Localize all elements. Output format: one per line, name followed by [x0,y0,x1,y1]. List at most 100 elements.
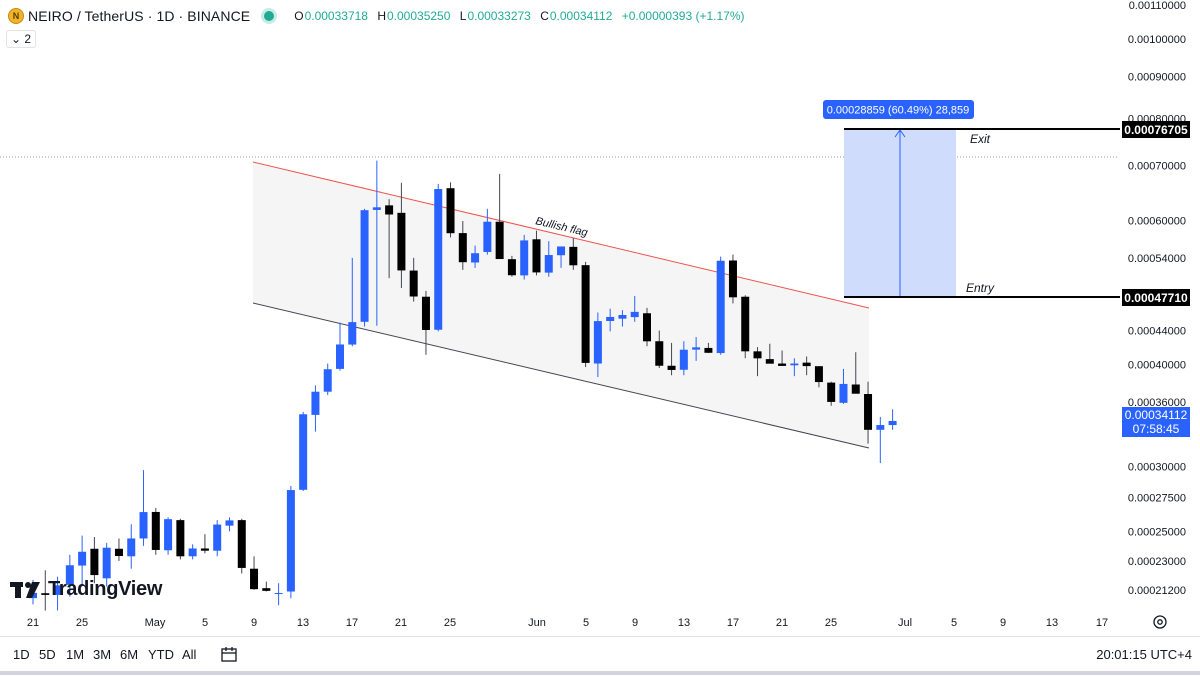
candle-down[interactable] [250,568,259,590]
candle-down[interactable] [90,548,99,576]
candle-down[interactable] [397,212,406,271]
symbol-title[interactable]: NEIRO / TetherUS · 1D · BINANCE [28,8,251,24]
candle-down[interactable] [655,341,664,366]
price-axis-label: 0.00030000 [1128,462,1186,474]
candle-up[interactable] [790,363,799,366]
candle-down[interactable] [643,313,651,342]
candle-down[interactable] [765,359,774,364]
range-1m-button[interactable]: 1M [66,647,85,662]
candle-down[interactable] [409,270,418,297]
candle-up[interactable] [348,322,357,345]
candle-up[interactable] [606,316,615,322]
candle-up[interactable] [139,512,148,539]
time-axis-label: Jul [898,617,912,629]
candle-down[interactable] [667,365,676,370]
price-chart[interactable]: Bullish flag Exit Entry 0.00028859 (60.4… [0,0,1200,636]
flag-upper-line[interactable] [252,161,870,309]
utc-clock[interactable]: 20:01:15 UTC+4 [1096,647,1192,662]
candle-down[interactable] [151,511,160,550]
indicators-toggle-button[interactable]: ⌄ 2 [6,30,37,48]
candle-up[interactable] [213,524,222,551]
range-6m-button[interactable]: 6M [120,647,139,662]
candle-up[interactable] [127,538,136,557]
entry-label[interactable]: Entry [966,281,995,295]
candle-up[interactable] [78,551,87,566]
candle-up[interactable] [323,369,332,392]
candle-up[interactable] [164,519,173,551]
candle-up[interactable] [299,414,308,490]
candle-up[interactable] [520,240,529,276]
candle-down[interactable] [728,260,737,298]
candles-group[interactable] [29,160,897,611]
candle-up[interactable] [225,520,234,526]
candle-up[interactable] [839,383,848,403]
candle-down[interactable] [814,366,823,383]
candle-down[interactable] [581,265,590,363]
range-ytd-button[interactable]: YTD [148,647,174,662]
range-all-button[interactable]: All [182,647,197,662]
candle-up[interactable] [876,425,885,430]
bullish-flag-channel[interactable] [253,162,869,448]
candle-down[interactable] [507,259,516,276]
candle-down[interactable] [802,362,811,367]
candle-up[interactable] [311,391,320,415]
candle-down[interactable] [704,347,713,353]
candle-down[interactable] [851,384,860,394]
ohlc-low-value: 0.00033273 [467,9,531,23]
candle-up[interactable] [360,210,369,322]
measure-tooltip-text: 0.00028859 (60.49%) 28,859 [827,105,970,117]
candle-up[interactable] [286,490,295,592]
candle-down[interactable] [262,588,271,591]
candle-up[interactable] [888,420,897,426]
candle-down[interactable] [864,394,873,430]
candle-up[interactable] [544,255,553,273]
candle-up[interactable] [679,349,688,370]
candle-down[interactable] [176,520,185,557]
time-axis-label: 9 [1000,617,1006,629]
range-1d-button[interactable]: 1D [13,647,30,662]
candle-down[interactable] [569,246,578,266]
time-axis[interactable]: 21 25 May 5 9 13 17 21 25 Jun 5 9 13 17 21 25 Jul 5 9 13 17 [27,617,1108,629]
candle-up[interactable] [618,315,627,319]
candle-down[interactable] [458,233,467,263]
price-axis[interactable]: 0.001100000.001000000.000900000.00080000… [1128,0,1186,597]
bottom-edge-shadow [0,671,1200,675]
candle-up[interactable] [471,253,480,263]
price-axis-label: 0.00044000 [1128,326,1186,338]
candle-up[interactable] [102,547,111,579]
chart-settings-icon[interactable] [1153,615,1167,629]
candle-down[interactable] [200,548,209,551]
candle-down[interactable] [532,239,541,273]
candle-up[interactable] [53,585,62,595]
range-5d-button[interactable]: 5D [39,647,56,662]
candle-up[interactable] [483,221,492,252]
candle-down[interactable] [41,593,50,595]
candle-up[interactable] [372,207,381,210]
candle-down[interactable] [237,520,246,568]
candle-down[interactable] [385,205,394,215]
candle-down[interactable] [114,548,123,557]
candle-up[interactable] [593,321,602,364]
candle-up[interactable] [274,593,283,595]
candle-up[interactable] [692,347,701,350]
price-axis-label: 0.00054000 [1128,253,1186,265]
candle-up[interactable] [716,260,725,354]
candle-up[interactable] [65,565,74,585]
ohlc-close-value: 0.00034112 [549,9,613,23]
candle-down[interactable] [446,188,455,234]
candle-down[interactable] [741,296,750,352]
candle-up[interactable] [336,344,344,369]
candle-up[interactable] [188,548,197,557]
candle-up[interactable] [557,246,566,256]
candle-down[interactable] [827,382,836,402]
candle-up[interactable] [29,592,37,599]
candle-down[interactable] [753,351,762,359]
candle-down[interactable] [495,221,504,260]
candle-down[interactable] [778,363,787,366]
candle-up[interactable] [630,311,639,318]
exit-label[interactable]: Exit [970,132,991,146]
range-3m-button[interactable]: 3M [93,647,112,662]
candle-down[interactable] [421,296,430,331]
candle-up[interactable] [434,189,443,330]
calendar-goto-date-icon[interactable] [220,645,238,663]
